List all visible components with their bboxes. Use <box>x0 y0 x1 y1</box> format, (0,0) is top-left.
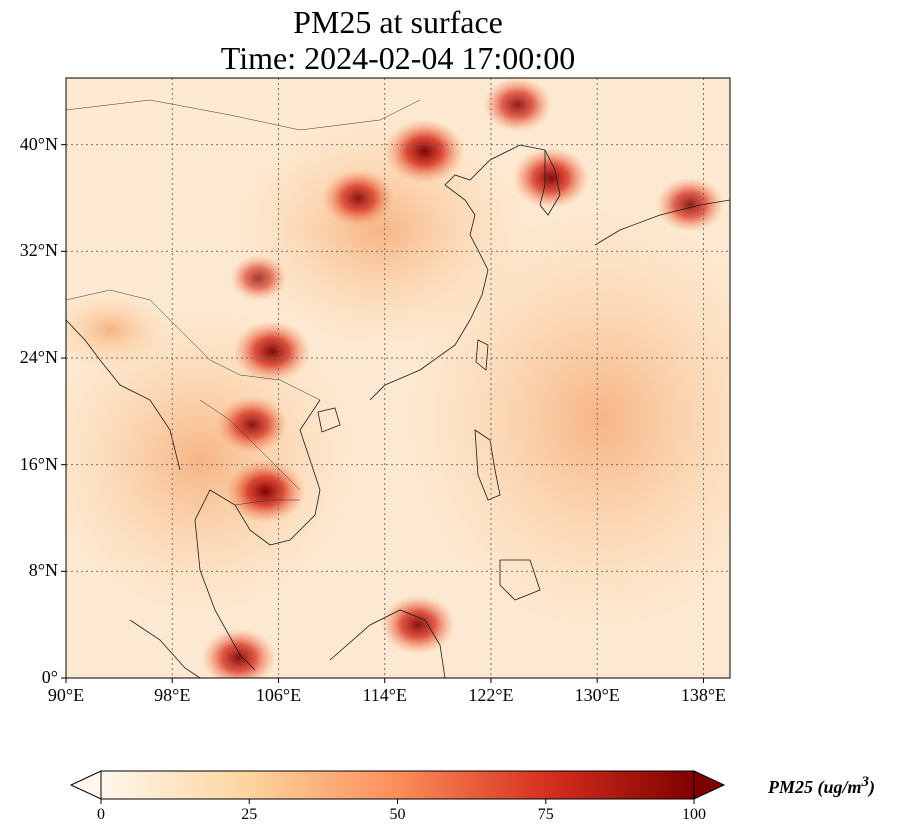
colorbar-label-100: 100 <box>682 806 706 823</box>
colorbar <box>69 770 726 804</box>
colorbar-title-text: PM25 (ug/m <box>768 777 862 797</box>
colorbar-extend-max <box>693 770 726 800</box>
lat-label-8: 8°N <box>28 560 58 581</box>
coastline-vietnam <box>269 399 321 546</box>
bangladesh-haze <box>66 290 170 370</box>
map-subtitle-time: Time: 2024-02-04 17:00:00 <box>220 40 576 76</box>
coastline-taiwan <box>475 339 489 371</box>
lon-label-98: 98°E <box>154 685 191 705</box>
border-laos <box>199 399 301 491</box>
coastline-thailand <box>194 489 271 671</box>
map-field <box>66 78 730 678</box>
coastline-korea <box>539 149 561 216</box>
indochina-haze <box>66 300 360 620</box>
china-haze <box>230 110 530 350</box>
colorbar-extend-min <box>69 770 102 800</box>
border-cambodia <box>234 499 300 506</box>
lat-label-0: 0° <box>41 667 58 687</box>
coastline-hainan <box>317 407 341 433</box>
border-china-south <box>66 289 321 401</box>
hotspot-malaysia <box>201 628 276 678</box>
colorbar-label-25: 25 <box>241 806 258 823</box>
map-frame <box>65 77 731 679</box>
colorbar-label-75: 75 <box>537 806 554 823</box>
lon-label-138: 138°E <box>680 685 727 705</box>
hotspot-northeast-china <box>483 78 552 133</box>
border-mongolia <box>66 99 421 131</box>
hotspot-cambodia <box>225 459 306 524</box>
lat-label-16: 16°N <box>19 453 58 474</box>
hotspot-seoul <box>512 147 590 209</box>
lon-label-106: 106°E <box>255 685 302 705</box>
hotspot-north-china-plain <box>384 119 465 184</box>
coastline-japan <box>594 199 730 246</box>
lon-label-114: 114°E <box>362 685 407 705</box>
lat-label-24: 24°N <box>19 347 58 367</box>
hotspot-japan <box>655 177 725 233</box>
hotspot-shanxi <box>322 169 394 227</box>
hotspot-borneo-kk <box>380 594 456 655</box>
colorbar-gradient <box>101 771 694 799</box>
lon-label-130: 130°E <box>574 685 620 705</box>
coastline-mindanao <box>499 559 541 601</box>
colorbar-title-superscript: 3 <box>861 774 870 790</box>
coastlines <box>66 144 730 678</box>
axis-ticks <box>61 144 704 683</box>
country-borders <box>66 99 421 506</box>
hotspot-laos-thailand <box>216 396 288 454</box>
hotspot-sichuan <box>229 254 288 302</box>
coastline-china <box>369 144 546 401</box>
map-title: PM25 at surface <box>293 4 503 40</box>
lon-label-122: 122°E <box>468 685 514 705</box>
lon-label-90: 90°E <box>47 685 85 705</box>
hotspot-guizhou <box>233 320 311 383</box>
colorbar-ticks <box>100 799 695 804</box>
colorbar-label-50: 50 <box>389 806 406 823</box>
coastline-luzon <box>474 429 501 501</box>
coastline-borneo <box>329 609 446 678</box>
gridlines <box>66 78 730 678</box>
colorbar-title: PM25 (ug/m3) <box>768 774 875 798</box>
colorbar-label-0: 0 <box>97 806 105 823</box>
coastline-myanmar <box>66 319 181 471</box>
lat-label-40: 40°N <box>19 133 58 154</box>
colorbar-title-end: ) <box>869 777 876 797</box>
lat-label-32: 32°N <box>19 240 58 261</box>
